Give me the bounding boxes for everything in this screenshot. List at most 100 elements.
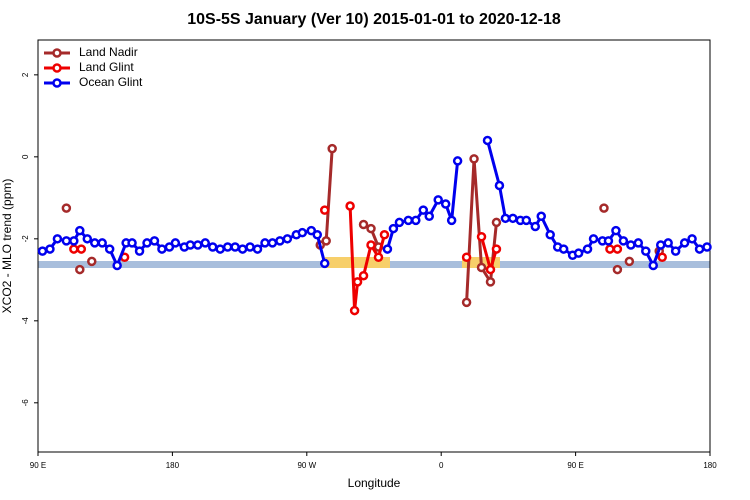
- data-point: [411, 215, 421, 226]
- data-point: [545, 229, 555, 240]
- data-point: [75, 264, 85, 275]
- data-point: [237, 244, 248, 254]
- data-point: [469, 154, 479, 164]
- data-point: [491, 217, 502, 228]
- x-tick-label: 90 E: [30, 461, 46, 470]
- data-point: [618, 236, 629, 246]
- data-point: [382, 244, 393, 254]
- data-point: [319, 205, 330, 215]
- data-point: [494, 180, 505, 191]
- data-point: [282, 234, 293, 244]
- data-point: [605, 244, 615, 254]
- data-point: [69, 244, 79, 254]
- data-point: [485, 277, 496, 287]
- chart-title: 10S-5S January (Ver 10) 2015-01-01 to 20…: [187, 11, 561, 28]
- data-point: [663, 238, 673, 248]
- data-point: [403, 215, 414, 226]
- data-point: [319, 258, 330, 269]
- x-tick-label: 180: [166, 461, 180, 470]
- data-point: [521, 215, 532, 226]
- data-point: [694, 244, 705, 254]
- data-point: [657, 252, 667, 263]
- data-point: [648, 260, 659, 271]
- y-tick-label: -2: [21, 235, 30, 243]
- x-axis-label: Longitude: [348, 476, 401, 490]
- data-point: [358, 219, 369, 230]
- data-point: [588, 234, 599, 244]
- data-point: [373, 252, 384, 263]
- data-point: [127, 238, 137, 248]
- data-point: [61, 203, 72, 213]
- data-point: [76, 244, 87, 254]
- data-point: [267, 238, 278, 248]
- data-point: [612, 244, 623, 254]
- data-point: [500, 213, 511, 224]
- data-point: [461, 252, 472, 263]
- data-point: [702, 242, 712, 252]
- data-point: [97, 238, 107, 248]
- data-point: [252, 244, 263, 254]
- data-point: [379, 229, 390, 240]
- data-point: [306, 225, 317, 236]
- data-point: [388, 223, 399, 234]
- legend-label: Land Glint: [79, 60, 134, 74]
- legend-marker: [52, 48, 62, 58]
- data-point: [134, 246, 145, 256]
- data-point: [327, 143, 337, 154]
- data-point: [104, 244, 115, 254]
- data-point: [321, 236, 331, 246]
- data-point: [366, 240, 376, 250]
- x-tick-label: 90 W: [297, 461, 316, 470]
- data-point: [482, 135, 493, 146]
- data-point: [433, 195, 443, 205]
- data-point: [164, 242, 175, 252]
- data-point: [476, 262, 487, 273]
- data-point: [45, 244, 55, 254]
- y-tick-label: -4: [21, 317, 30, 325]
- data-point: [624, 256, 635, 267]
- y-tick-label: 2: [21, 72, 30, 77]
- data-point: [89, 238, 100, 248]
- data-point: [536, 211, 547, 222]
- data-point: [215, 244, 225, 254]
- x-tick-label: 90 E: [567, 461, 583, 470]
- data-point: [633, 238, 644, 248]
- data-point: [157, 244, 167, 254]
- x-tick-label: 0: [439, 461, 444, 470]
- data-point: [69, 236, 79, 246]
- land-band: [325, 257, 390, 268]
- data-point: [491, 244, 502, 254]
- data-point: [687, 234, 697, 244]
- data-point: [418, 205, 429, 215]
- data-point: [61, 236, 72, 246]
- data-point: [440, 199, 451, 209]
- data-point: [573, 248, 584, 258]
- data-point: [112, 260, 122, 271]
- data-point: [37, 246, 48, 256]
- data-point: [193, 240, 203, 250]
- data-point: [452, 156, 463, 166]
- data-point: [245, 242, 255, 252]
- data-point: [230, 242, 240, 252]
- legend-label: Land Nadir: [79, 45, 138, 59]
- data-point: [349, 305, 360, 316]
- data-point: [297, 227, 308, 238]
- data-point: [611, 225, 621, 236]
- data-point: [641, 246, 651, 256]
- data-point: [170, 238, 181, 248]
- data-point: [142, 238, 152, 248]
- data-point: [485, 264, 496, 275]
- data-point: [345, 201, 355, 211]
- data-point: [530, 221, 541, 232]
- data-point: [670, 246, 681, 256]
- data-point: [424, 211, 435, 222]
- data-point: [358, 270, 369, 281]
- data-point: [149, 236, 160, 246]
- data-point: [461, 297, 472, 308]
- x-tick-label: 180: [703, 461, 717, 470]
- y-tick-label: -6: [21, 399, 30, 407]
- legend-marker: [52, 78, 62, 88]
- legend-marker: [52, 63, 62, 73]
- data-point: [582, 244, 593, 254]
